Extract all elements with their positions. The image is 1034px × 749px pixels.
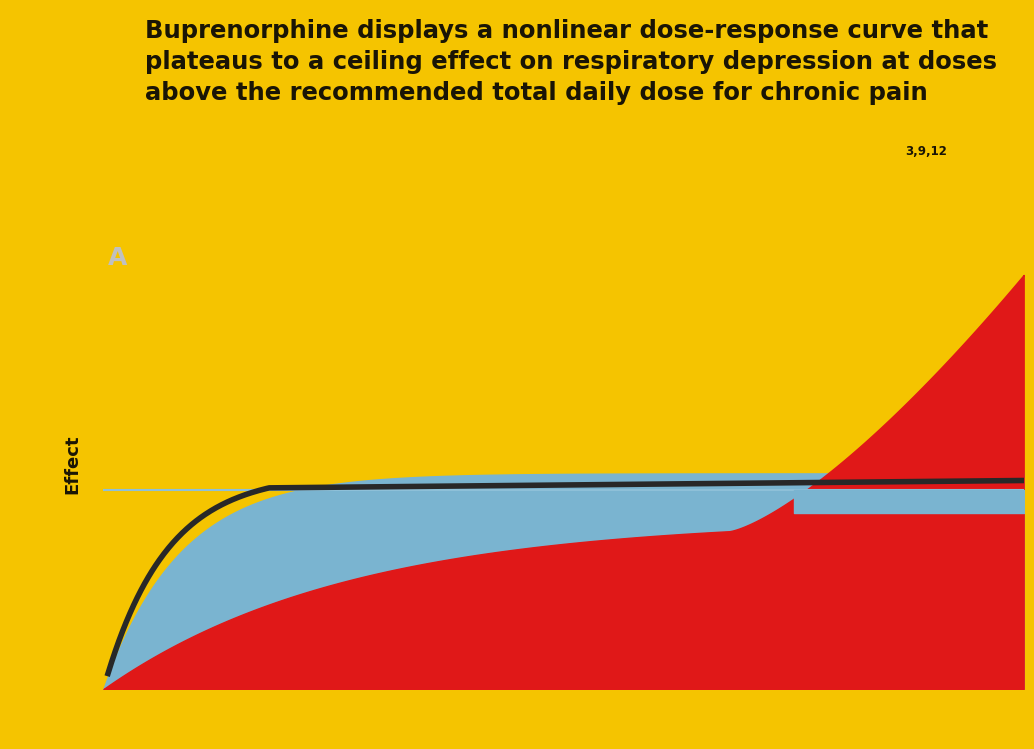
Text: Effect: Effect	[63, 434, 82, 494]
Text: 3,9,12: 3,9,12	[905, 145, 946, 158]
Text: Buprenorphine displays a nonlinear dose-response curve that
plateaus to a ceilin: Buprenorphine displays a nonlinear dose-…	[145, 19, 997, 105]
Text: A: A	[108, 246, 127, 270]
